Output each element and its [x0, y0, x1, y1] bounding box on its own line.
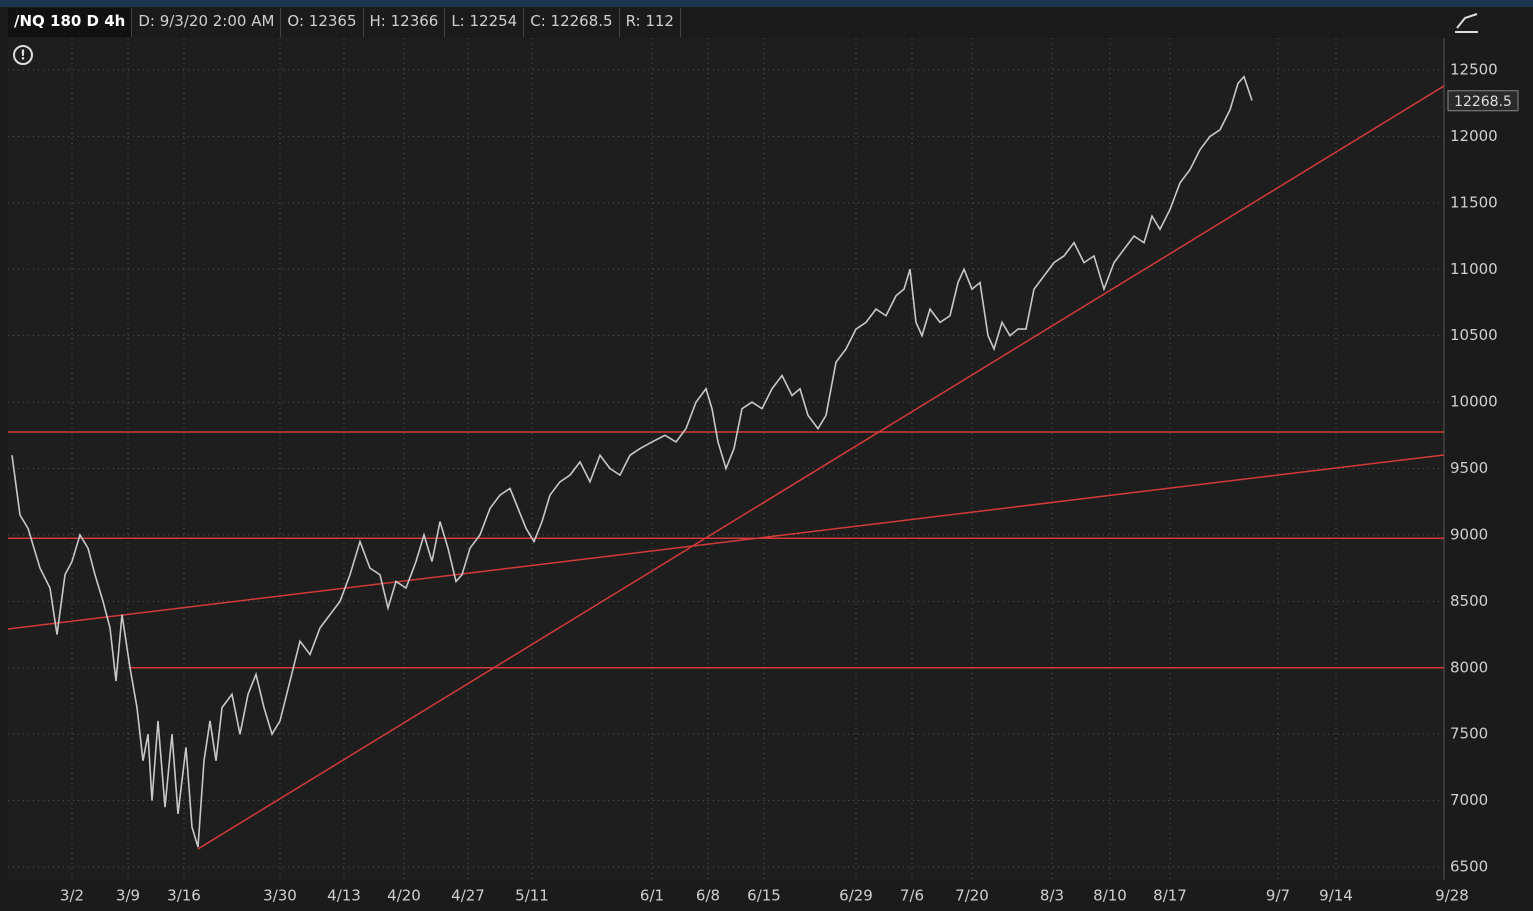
y-tick-label: 7500 [1450, 725, 1488, 743]
x-tick-label: 9/7 [1266, 887, 1290, 905]
close: C: 12268.5 [524, 8, 620, 37]
x-tick-label: 6/8 [696, 887, 720, 905]
x-tick-label: 7/6 [900, 887, 924, 905]
header: /NQ 180 D 4h D: 9/3/20 2:00 AM O: 12365 … [8, 8, 681, 37]
x-tick-label: 6/1 [640, 887, 664, 905]
x-tick-label: 3/9 [116, 887, 140, 905]
x-tick-label: 8/3 [1040, 887, 1064, 905]
alert-icon[interactable] [13, 45, 33, 65]
trend-line [7, 454, 1445, 630]
x-tick-label: 4/13 [327, 887, 361, 905]
range: R: 112 [619, 8, 681, 37]
x-tick-label: 6/15 [747, 887, 781, 905]
plot: 6500 7000 7500 8000 8500 9000 9500 10000 10500 11… [7, 38, 1519, 905]
alert-icon-mark: ! [20, 49, 26, 64]
x-tick-label: 9/28 [1435, 887, 1469, 905]
price-line [11, 75, 1253, 848]
x-tick-label: 3/2 [60, 887, 84, 905]
y-tick-label: 7000 [1450, 791, 1488, 809]
y-tick-label: 11500 [1450, 193, 1498, 211]
high: H: 12366 [363, 8, 446, 37]
y-tick-label: 9000 [1450, 525, 1488, 543]
x-tick-label: 9/14 [1319, 887, 1353, 905]
open: O: 12365 [281, 8, 364, 37]
bar-date: D: 9/3/20 2:00 AM [132, 8, 282, 37]
x-tick-label: 7/20 [955, 887, 989, 905]
trend-line [197, 85, 1445, 850]
last-price-label: 12268.5 [1454, 94, 1512, 110]
y-tick-label: 8500 [1450, 592, 1488, 610]
y-tick-label: 6500 [1450, 858, 1488, 876]
y-tick-label: 9500 [1450, 459, 1488, 477]
x-tick-label: 4/27 [451, 887, 485, 905]
style-icon[interactable] [1455, 13, 1478, 33]
x-tick-label: 6/29 [839, 887, 873, 905]
top-bar [0, 0, 1533, 7]
x-tick-label: 4/20 [387, 887, 421, 905]
x-tick-label: 3/30 [263, 887, 297, 905]
y-tick-label: 12500 [1450, 61, 1498, 79]
y-tick-label: 8000 [1450, 658, 1488, 676]
low: L: 12254 [445, 8, 525, 37]
x-tick-label: 5/11 [515, 887, 549, 905]
y-tick-label: 10000 [1450, 393, 1498, 411]
last-price-box [1447, 90, 1519, 112]
y-tick-label: 11000 [1450, 260, 1498, 278]
x-tick-label: 8/10 [1093, 887, 1127, 905]
symbol[interactable]: /NQ 180 D 4h [8, 8, 133, 37]
y-tick-label: 12000 [1450, 127, 1498, 145]
x-tick-label: 8/17 [1153, 887, 1187, 905]
y-tick-label: 10500 [1450, 326, 1498, 344]
plot-area [8, 38, 1444, 880]
x-tick-label: 3/16 [167, 887, 201, 905]
